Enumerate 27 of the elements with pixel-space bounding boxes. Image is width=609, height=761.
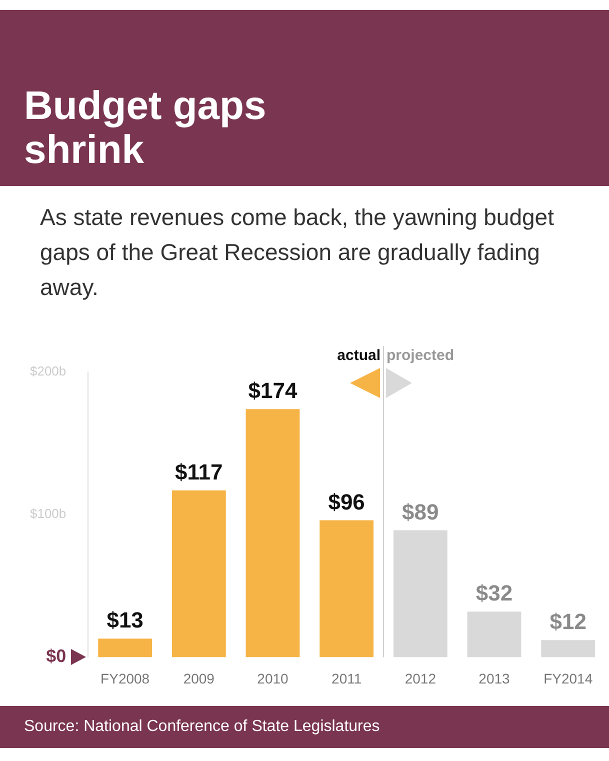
y-tick-label: $0: [46, 646, 66, 666]
bar: [246, 409, 300, 658]
data-label: $13: [106, 608, 144, 633]
bar: [320, 520, 374, 658]
data-label: $32: [476, 580, 513, 606]
bar: [172, 490, 226, 658]
bar: [393, 530, 448, 658]
x-tick-label: 2012: [404, 670, 436, 686]
data-label: $117: [175, 459, 223, 484]
bar: [541, 640, 596, 658]
text: actual: [337, 347, 380, 364]
text: projected: [386, 347, 454, 364]
bar: [467, 612, 522, 658]
data-label: $96: [328, 489, 365, 514]
data-label: $89: [402, 499, 439, 524]
bar: [98, 638, 152, 658]
x-tick-label: FY2008: [100, 670, 150, 686]
x-tick-label: 2010: [257, 670, 289, 686]
x-tick-label: FY2014: [544, 670, 593, 686]
source-note: Source: National Conference of State Legislatures: [0, 706, 609, 748]
chart-subtitle: As state revenues come back, the yawning budget gaps of the Great Recession are gradually fading away.: [40, 203, 555, 302]
x-tick-label: 2013: [478, 670, 510, 686]
x-tick-label: 2011: [332, 670, 362, 686]
chart-title: Budget gaps shrink: [24, 84, 268, 172]
x-tick-label: 2009: [183, 670, 215, 686]
data-label: $174: [248, 378, 298, 404]
data-label: $12: [550, 609, 586, 634]
